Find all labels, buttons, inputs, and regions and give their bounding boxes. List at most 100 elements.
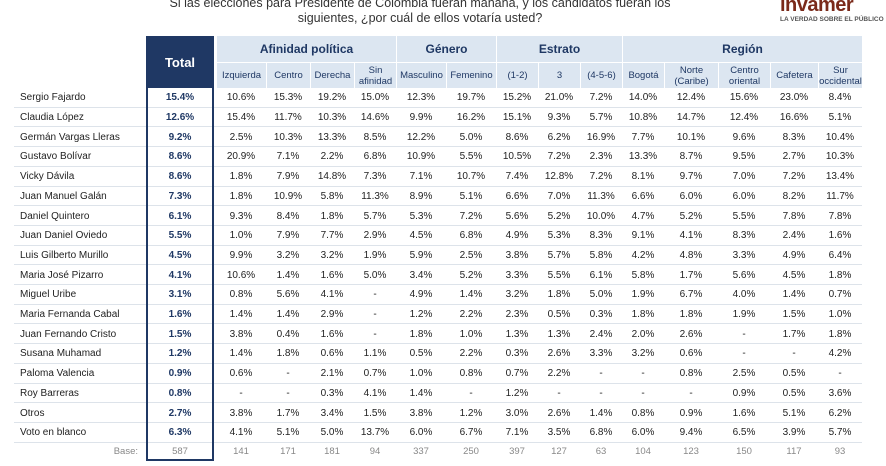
base-cell: 104 — [635, 446, 651, 458]
row-label: Paloma Valencia — [20, 368, 95, 380]
data-cell: 2.5% — [732, 368, 756, 380]
data-cell: 1.4% — [229, 348, 253, 360]
data-cell: 0.3% — [320, 387, 344, 399]
data-cell: 4.8% — [679, 249, 703, 261]
data-cell: 5.7% — [828, 427, 852, 439]
data-cell: 6.7% — [459, 427, 483, 439]
data-cell: - — [373, 328, 377, 340]
data-cell: 3.4% — [409, 269, 433, 281]
data-cell: 0.9% — [732, 387, 756, 399]
base-cell: 397 — [509, 446, 525, 458]
data-cell: 2.2% — [459, 348, 483, 360]
data-cell: 0.4% — [276, 328, 300, 340]
data-cell: 6.0% — [409, 427, 433, 439]
data-cell: 5.1% — [276, 427, 300, 439]
total-cell: 0.9% — [168, 368, 192, 380]
data-cell: 5.6% — [732, 269, 756, 281]
data-cell: 3.8% — [229, 407, 253, 419]
data-cell: 12.2% — [406, 131, 436, 143]
data-cell: 10.1% — [676, 131, 706, 143]
data-cell: 0.7% — [505, 368, 529, 380]
data-cell: 1.8% — [547, 289, 571, 301]
data-cell: 1.0% — [229, 230, 253, 242]
base-cell: 171 — [280, 446, 296, 458]
data-cell: 11.3% — [587, 190, 615, 202]
data-cell: 1.3% — [505, 328, 529, 340]
data-cell: 4.9% — [505, 230, 529, 242]
data-cell: 1.8% — [229, 171, 253, 183]
data-cell: 8.7% — [679, 151, 703, 163]
data-cell: 5.7% — [363, 210, 387, 222]
base-cell: 123 — [683, 446, 699, 458]
data-cell: 5.1% — [782, 407, 806, 419]
data-cell: 7.2% — [547, 151, 571, 163]
row-label: Juan Fernando Cristo — [20, 328, 117, 340]
data-cell: 7.0% — [732, 171, 756, 183]
row-separator — [14, 362, 862, 364]
data-cell: - — [742, 328, 746, 340]
data-cell: 4.2% — [828, 348, 852, 360]
data-cell: 7.9% — [276, 230, 300, 242]
data-cell: 1.6% — [320, 269, 344, 281]
data-cell: 21.0% — [544, 92, 574, 104]
base-cell: 127 — [551, 446, 567, 458]
data-cell: 14.7% — [676, 112, 706, 124]
total-cell: 0.8% — [168, 387, 192, 399]
data-cell: 13.3% — [628, 151, 658, 163]
data-cell: 7.3% — [363, 171, 387, 183]
data-cell: 5.6% — [505, 210, 529, 222]
row-label: Daniel Quintero — [20, 210, 90, 222]
data-cell: 0.9% — [679, 407, 703, 419]
base-cell: 337 — [413, 446, 429, 458]
total-cell: 8.6% — [168, 151, 192, 163]
data-cell: 5.8% — [589, 249, 613, 261]
data-cell: 1.3% — [547, 328, 571, 340]
data-cell: 3.8% — [229, 328, 253, 340]
data-cell: 4.5% — [409, 230, 433, 242]
data-cell: 1.6% — [320, 328, 344, 340]
data-cell: 5.2% — [679, 210, 703, 222]
data-cell: 2.3% — [589, 151, 613, 163]
data-cell: 10.3% — [273, 131, 303, 143]
base-cell: 63 — [595, 446, 607, 458]
data-cell: 0.5% — [409, 348, 433, 360]
total-cell: 2.7% — [168, 407, 192, 419]
total-cell: 8.6% — [168, 171, 192, 183]
data-cell: 2.4% — [589, 328, 613, 340]
data-cell: 6.7% — [679, 289, 703, 301]
data-cell: 7.2% — [589, 92, 613, 104]
data-cell: 1.8% — [828, 328, 852, 340]
data-cell: 0.8% — [229, 289, 253, 301]
data-cell: 8.5% — [363, 131, 387, 143]
data-cell: 5.5% — [732, 210, 756, 222]
data-cell: 0.5% — [547, 309, 571, 321]
data-cell: 11.3% — [361, 190, 389, 202]
data-cell: - — [599, 387, 603, 399]
column-header: Izquierda — [216, 62, 266, 88]
data-cell: 6.6% — [505, 190, 529, 202]
row-separator — [14, 343, 862, 345]
data-cell: 6.8% — [459, 230, 483, 242]
base-cell: 587 — [172, 446, 188, 458]
row-label: Sergio Fajardo — [20, 92, 86, 104]
data-cell: 9.7% — [679, 171, 703, 183]
row-label: Roy Barreras — [20, 387, 79, 399]
data-cell: 16.2% — [456, 112, 486, 124]
column-header: Norte (Caribe) — [664, 62, 718, 88]
data-cell: 7.7% — [631, 131, 655, 143]
data-cell: 0.8% — [631, 407, 655, 419]
data-cell: 5.0% — [320, 427, 344, 439]
data-cell: 4.7% — [631, 210, 655, 222]
data-cell: 2.9% — [320, 309, 344, 321]
data-cell: 1.0% — [409, 368, 433, 380]
data-cell: 15.2% — [502, 92, 532, 104]
data-cell: 5.6% — [276, 289, 300, 301]
data-cell: 2.3% — [505, 309, 529, 321]
data-cell: 9.1% — [631, 230, 655, 242]
data-cell: 4.1% — [229, 427, 253, 439]
data-cell: 15.0% — [360, 92, 390, 104]
data-cell: 1.8% — [320, 210, 344, 222]
data-cell: 15.1% — [502, 112, 532, 124]
row-label: Maria Fernanda Cabal — [20, 309, 120, 321]
